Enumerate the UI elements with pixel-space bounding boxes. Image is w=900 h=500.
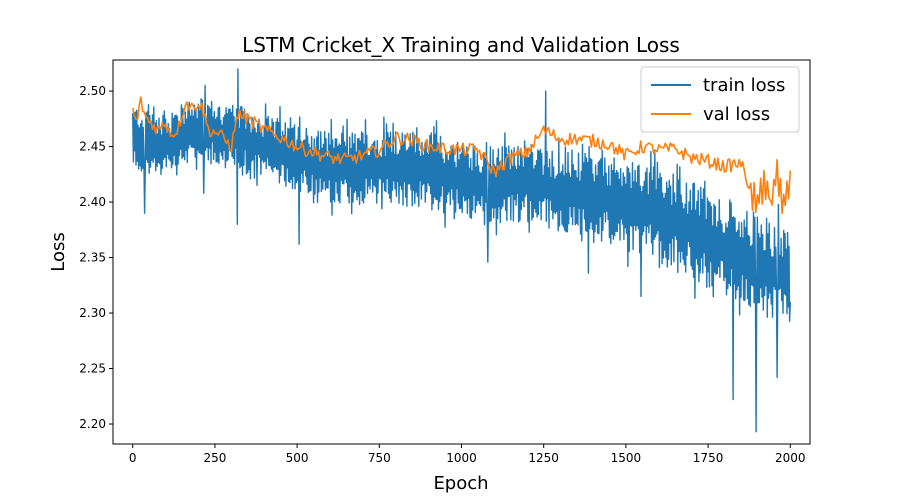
y-tick-label: 2.50 — [79, 84, 106, 98]
y-tick-label: 2.30 — [79, 306, 106, 320]
train-loss-line — [132, 68, 791, 433]
x-tick-label: 500 — [286, 451, 309, 465]
x-tick-label: 1250 — [528, 451, 559, 465]
x-tick-label: 0 — [129, 451, 137, 465]
plot-lines — [131, 68, 792, 433]
legend-train-label: train loss — [703, 75, 785, 96]
x-tick-label: 1750 — [693, 451, 724, 465]
y-axis-ticks: 2.20 2.25 2.30 2.35 2.40 2.45 2.50 — [79, 84, 113, 431]
y-tick-label: 2.40 — [79, 195, 106, 209]
x-axis-label: Epoch — [433, 473, 488, 494]
y-tick-label: 2.25 — [79, 362, 106, 376]
legend-box — [640, 66, 800, 133]
y-tick-label: 2.45 — [79, 140, 106, 154]
x-tick-label: 750 — [368, 451, 391, 465]
y-tick-label: 2.35 — [79, 251, 106, 265]
x-axis-ticks: 0 250 500 750 1000 1250 1500 1750 2000 — [129, 444, 806, 465]
y-tick-label: 2.20 — [79, 417, 106, 431]
x-tick-label: 2000 — [775, 451, 806, 465]
chart-title: LSTM Cricket_X Training and Validation L… — [242, 33, 680, 57]
legend: train loss val loss — [640, 66, 800, 133]
legend-val-label: val loss — [703, 104, 770, 125]
x-tick-label: 1500 — [611, 451, 642, 465]
x-tick-label: 250 — [203, 451, 226, 465]
y-axis-label: Loss — [48, 232, 69, 271]
x-tick-label: 1000 — [446, 451, 477, 465]
val-loss-line — [131, 96, 792, 215]
